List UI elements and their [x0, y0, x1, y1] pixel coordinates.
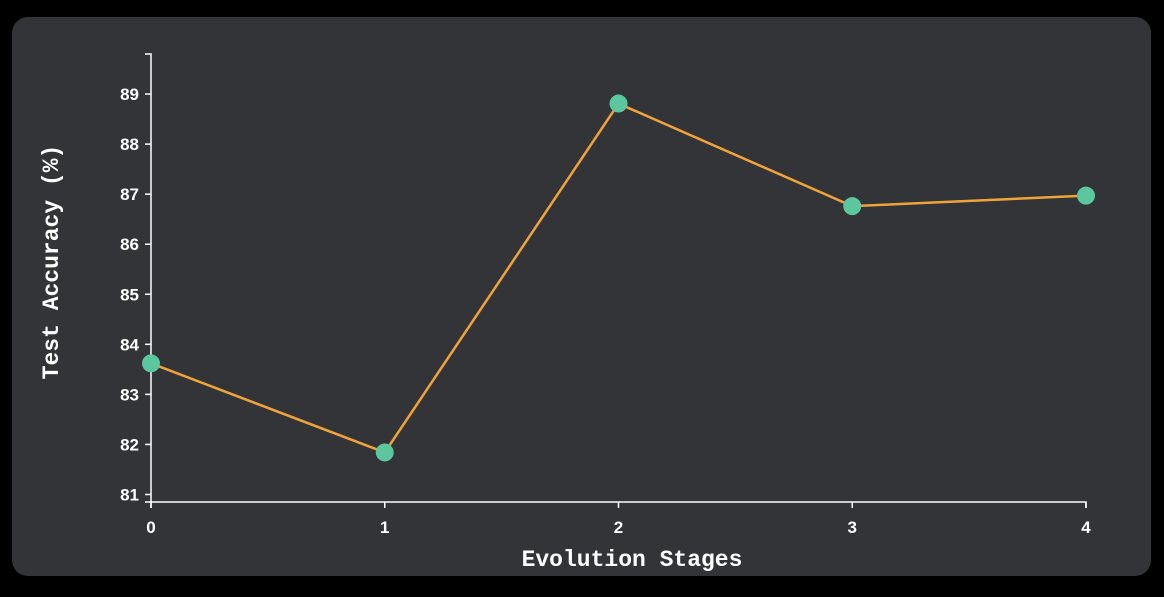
y-tick-label-85: 85: [120, 285, 139, 304]
x-tick-label-3: 3: [848, 518, 857, 537]
x-tick-label-1: 1: [380, 518, 389, 537]
y-tick-label-81: 81: [120, 485, 139, 504]
series-line: [150, 101, 1087, 454]
data-point-0: [142, 354, 160, 373]
series-line-group: [142, 94, 1095, 462]
y-tick-label-89: 89: [120, 85, 139, 104]
data-point-1: [375, 443, 394, 462]
y-tick-label-87: 87: [120, 185, 139, 204]
y-tick-label-84: 84: [120, 335, 139, 354]
y-tick-label-82: 82: [120, 435, 139, 454]
x-axis-title: Evolution Stages: [522, 547, 743, 573]
x-tick-label-2: 2: [614, 518, 623, 537]
x-axis: 0 1 2 3 4: [146, 501, 1091, 537]
data-point-4: [1077, 186, 1095, 205]
chart-panel: [12, 17, 1151, 576]
y-tick-label-86: 86: [120, 235, 139, 254]
y-axis-line: [145, 53, 152, 503]
data-point-2: [609, 94, 628, 113]
y-tick-label-88: 88: [120, 135, 139, 154]
y-axis: 81 82 83 84 85 86 87 88 89: [120, 53, 152, 504]
data-point-3: [843, 197, 862, 216]
x-tick-label-0: 0: [146, 518, 155, 537]
x-tick-label-4: 4: [1081, 518, 1091, 537]
y-axis-title: Test Accuracy (%): [39, 145, 65, 380]
y-tick-label-83: 83: [120, 385, 139, 404]
